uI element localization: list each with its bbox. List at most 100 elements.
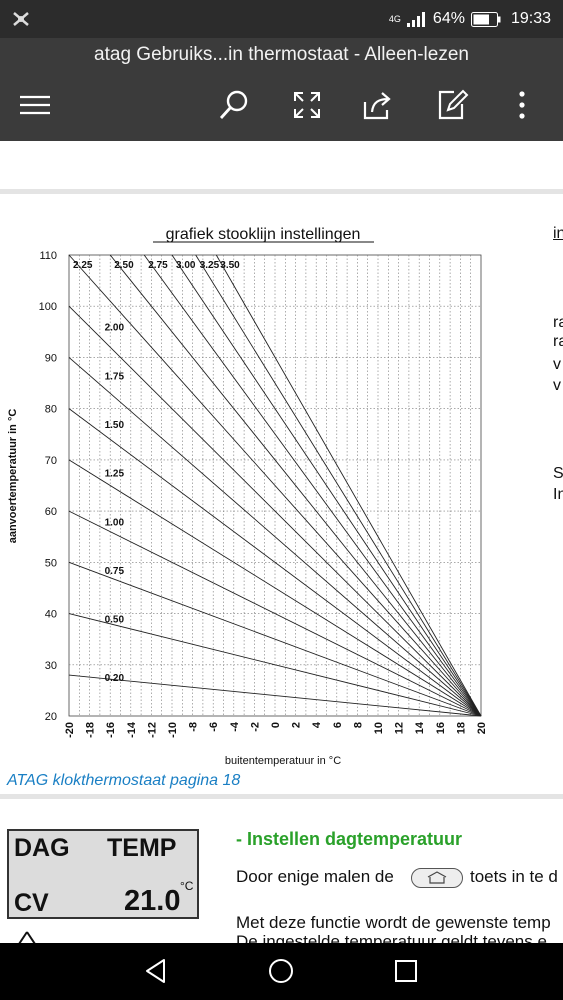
- home-key-icon: [411, 868, 463, 888]
- series-label: 0.75: [105, 566, 125, 577]
- x-tick-label: -18: [85, 722, 97, 738]
- network-type: 4G: [388, 13, 401, 24]
- right-column-fragment: In: [553, 486, 563, 503]
- y-tick-label: 110: [39, 250, 57, 262]
- lcd-bottom-left: CV: [14, 889, 49, 917]
- x-tick-label: -12: [146, 722, 158, 738]
- signal-icon: [406, 12, 425, 27]
- right-column-fragment: ra: [553, 314, 563, 331]
- app-notification-icon: [13, 12, 29, 26]
- series-line-2-50: [109, 254, 482, 717]
- edit-icon[interactable]: [436, 88, 470, 122]
- recent-apps-icon[interactable]: [390, 955, 422, 987]
- series-line-2-25: [68, 254, 482, 717]
- document-viewer[interactable]: grafiek stooklijn instellingen 0.20 0.50 0…: [0, 141, 563, 943]
- x-tick-label: 2: [291, 722, 303, 728]
- lcd-top-left: DAG: [14, 834, 70, 862]
- x-tick-label: -2: [249, 722, 261, 732]
- search-icon[interactable]: [217, 88, 251, 122]
- section-heading: - Instellen dagtemperatuur: [236, 829, 463, 849]
- series-line-1-25: [68, 459, 482, 717]
- series-line-3-25: [195, 254, 482, 717]
- x-tick-label: -8: [188, 722, 200, 732]
- stooklijn-chart: grafiek stooklijn instellingen 0.200.500…: [7, 226, 488, 767]
- series-line-2-75: [143, 254, 482, 717]
- clock: 19:33: [510, 10, 551, 27]
- x-tick-label: -16: [105, 722, 117, 738]
- series-line-0-20: [68, 674, 482, 717]
- back-icon[interactable]: [140, 955, 172, 987]
- x-tick-label: 12: [394, 722, 406, 734]
- series-label: 1.50: [105, 420, 125, 431]
- right-column-fragment: v: [553, 377, 561, 394]
- warning-icon: [18, 931, 36, 943]
- x-axis-label: buitentemperatuur in °C: [225, 755, 341, 767]
- share-icon[interactable]: [361, 88, 395, 122]
- x-tick-label: 20: [476, 722, 488, 734]
- chart-series: 0.20 0.50 0.75 1.00 1.25 1.50 1.75 2.00 2.25 2.50…: [68, 254, 482, 717]
- body-text-line: Met deze functie wordt de gewenste temp: [236, 913, 551, 932]
- x-tick-label: 4: [311, 721, 323, 728]
- y-tick-label: 50: [45, 557, 57, 569]
- series-label: 1.25: [105, 469, 125, 480]
- y-axis-label: aanvoertemperatuur in °C: [7, 409, 19, 544]
- series-line-3-00: [171, 254, 482, 717]
- series-label: 0.20: [105, 673, 125, 684]
- home-icon[interactable]: [265, 955, 297, 987]
- series-label: 1.00: [105, 517, 125, 528]
- chart-title: grafiek stooklijn instellingen: [166, 226, 361, 243]
- series-line-1-00: [68, 510, 482, 717]
- series-label: 1.75: [105, 371, 125, 382]
- x-tick-label: -20: [64, 722, 76, 738]
- y-tick-label: 100: [39, 301, 57, 313]
- right-column-fragment: in: [553, 225, 563, 242]
- right-column-fragment: v: [553, 356, 561, 373]
- x-tick-label: 14: [414, 721, 426, 734]
- y-tick-label: 30: [45, 660, 57, 672]
- x-tick-label: 10: [373, 722, 385, 734]
- y-tick-label: 70: [45, 455, 57, 467]
- body-text-before-key: Door enige malen de: [236, 867, 394, 886]
- status-indicators: 4G 64% 19:33: [389, 9, 551, 29]
- lcd-display: DAG TEMP CV 21.0 °C: [7, 829, 199, 919]
- series-line-1-75: [68, 357, 482, 717]
- battery-icon: [470, 11, 501, 27]
- y-tick-label: 20: [45, 711, 57, 723]
- body-text-line: De ingestelde temperatuur geldt tevens e: [236, 932, 547, 943]
- more-icon[interactable]: [505, 88, 539, 122]
- x-tick-label: -4: [229, 721, 241, 732]
- x-tick-label: -10: [167, 722, 179, 738]
- lcd-unit: °C: [180, 879, 194, 893]
- right-column-fragment: S: [553, 465, 563, 482]
- series-label: 3.00: [176, 260, 196, 271]
- battery-percentage: 64%: [432, 10, 465, 27]
- y-tick-label: 90: [45, 352, 57, 364]
- body-text-after-key: toets in te d: [470, 867, 558, 886]
- x-tick-label: 18: [455, 722, 467, 734]
- menu-icon[interactable]: [18, 88, 52, 122]
- series-label: 3.50: [220, 260, 240, 271]
- series-label: 2.75: [148, 260, 168, 271]
- series-line-0-75: [68, 561, 482, 717]
- series-line-3-50: [215, 254, 482, 717]
- series-label: 2.00: [105, 323, 125, 334]
- fullscreen-icon[interactable]: [290, 88, 324, 122]
- x-tick-label: -14: [126, 721, 138, 738]
- lcd-top-right: TEMP: [107, 834, 177, 862]
- series-label: 2.50: [114, 260, 134, 271]
- series-label: 0.50: [105, 615, 125, 626]
- series-line-0-50: [68, 613, 482, 717]
- status-bar: 4G 64% 19:33: [0, 0, 563, 38]
- document-title: atag Gebruiks...in thermostaat - Alleen-…: [94, 44, 469, 65]
- series-label: 2.25: [73, 260, 93, 271]
- y-tick-label: 40: [45, 609, 57, 621]
- page-separator: [0, 794, 563, 799]
- right-column-fragment: ra: [553, 333, 563, 350]
- x-tick-label: -6: [208, 722, 220, 732]
- y-tick-label: 80: [45, 404, 57, 416]
- x-tick-label: 8: [352, 722, 364, 728]
- page-caption: ATAG klokthermostaat pagina 18: [7, 772, 241, 789]
- series-line-2-00: [68, 305, 482, 717]
- lcd-temperature: 21.0: [124, 885, 181, 917]
- series-label: 3.25: [200, 260, 220, 271]
